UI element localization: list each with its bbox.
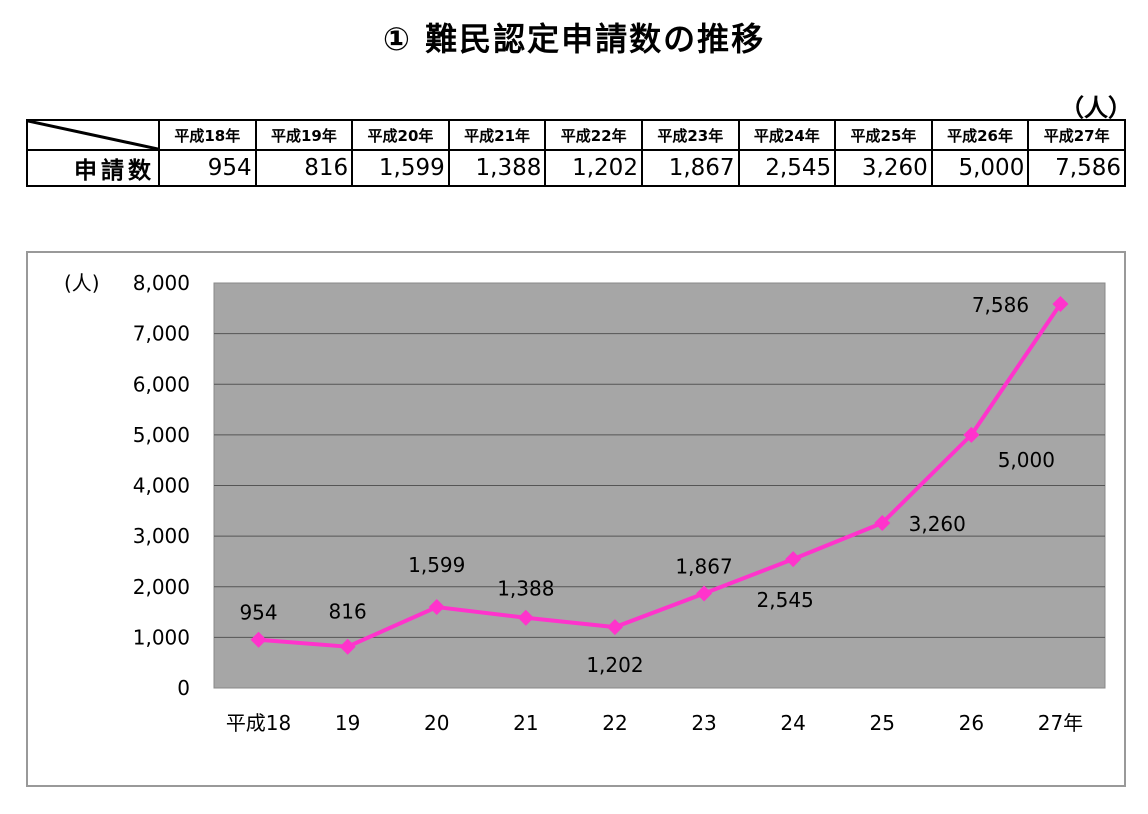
data-label: 1,388 [497,577,554,601]
y-tick-label: 3,000 [133,524,190,548]
chart-frame: 0 1,000 2,000 3,000 4,000 5,000 6,000 7,000 8,00… [26,251,1126,787]
table-header-cell: 平成21年 [447,119,547,151]
y-tick-label: 7,000 [133,322,190,346]
data-label: 5,000 [998,448,1055,472]
table-value-cell: 7,586 [1027,149,1126,187]
data-point-marker [696,585,713,602]
line-chart: 0 1,000 2,000 3,000 4,000 5,000 6,000 7,000 8,00… [64,271,1106,735]
table-header-cell: 平成20年 [351,119,450,151]
table-value-cell: 2,545 [737,149,837,187]
x-tick-label: 22 [602,711,627,735]
table-header-cell: 平成23年 [640,119,740,151]
data-point-marker [606,619,623,636]
y-tick-label: 4,000 [133,474,190,498]
table-header-cell: 平成25年 [834,119,933,151]
data-point-marker [874,514,891,531]
data-label: 3,260 [909,512,966,536]
table-value-cell: 3,260 [834,149,933,187]
corner-diagonal-line [28,121,158,149]
table-header-cell: 平成22年 [544,119,643,151]
x-tick-label: 19 [335,711,360,735]
table-values-row: 申請数 954 816 1,599 1,388 1,202 1,867 2,54… [26,149,1126,187]
table-header-cell: 平成26年 [930,119,1030,151]
y-tick-label: 1,000 [133,625,190,649]
x-tick-label: 21 [513,711,538,735]
table-header-row: 平成18年 平成19年 平成20年 平成21年 平成22年 平成23年 平成24… [26,119,1126,151]
table-value-cell: 954 [158,149,257,187]
data-point-marker [339,638,356,655]
table-value-cell: 1,388 [447,149,547,187]
table-unit-label: （人） [1060,94,1132,122]
table-value-cell: 816 [254,149,354,187]
table-header-cell: 平成27年 [1027,119,1126,151]
data-point-marker [963,426,980,443]
y-unit-label: (人) [64,271,100,295]
x-tick-label: 24 [780,711,805,735]
data-label: 954 [239,601,277,625]
table-header-cell: 平成18年 [158,119,257,151]
series-line [258,302,1063,649]
x-tick-label: 20 [424,711,449,735]
data-point-marker [1052,295,1069,312]
data-label: 1,599 [408,553,465,577]
x-tick-label: 27年 [1038,711,1083,735]
data-point-marker [785,551,802,568]
page-title: ① 難民認定申請数の推移 [382,20,766,58]
data-label: 1,867 [675,554,732,578]
data-label: 2,545 [757,588,814,612]
y-tick-label: 0 [177,676,190,700]
x-tick-label: 平成18 [226,711,291,735]
y-tick-label: 6,000 [133,372,190,396]
table-corner-cell [26,119,160,151]
table-value-cell: 1,867 [640,149,740,187]
data-label: 7,586 [972,293,1029,317]
data-label: 1,202 [586,653,643,677]
table-header-cell: 平成24年 [737,119,837,151]
table-row-label: 申請数 [26,149,160,187]
y-tick-label: 5,000 [133,423,190,447]
data-label: 816 [329,600,367,624]
table-value-cell: 1,599 [351,149,450,187]
y-tick-label: 2,000 [133,575,190,599]
x-tick-label: 26 [959,711,984,735]
data-point-marker [250,631,267,648]
table-value-cell: 1,202 [544,149,643,187]
x-tick-label: 25 [870,711,895,735]
table-value-cell: 5,000 [930,149,1030,187]
x-tick-label: 23 [691,711,716,735]
data-point-marker [517,609,534,626]
data-point-marker [428,599,445,616]
y-tick-label: 8,000 [133,271,190,295]
table-header-cell: 平成19年 [254,119,354,151]
applications-table: 平成18年 平成19年 平成20年 平成21年 平成22年 平成23年 平成24… [26,119,1126,187]
